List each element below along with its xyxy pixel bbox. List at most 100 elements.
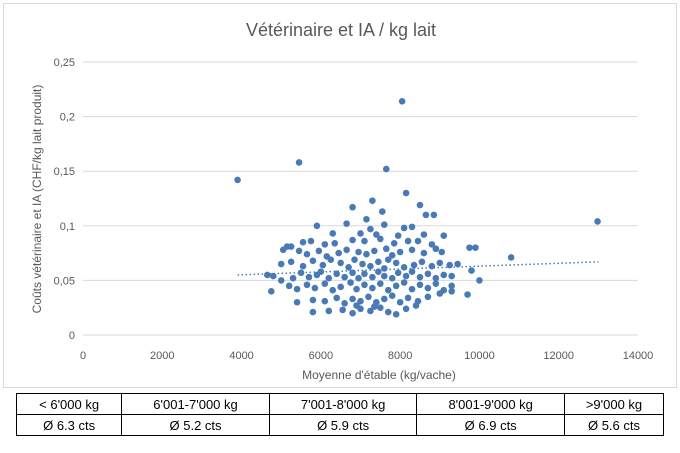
- data-point: [361, 281, 368, 289]
- x-tick-label: 12000: [543, 350, 574, 362]
- data-point: [293, 285, 301, 293]
- data-point: [331, 239, 339, 247]
- table-cell: 6'001-7'000 kg: [121, 393, 270, 415]
- data-point: [367, 225, 374, 233]
- data-point: [295, 247, 303, 255]
- data-point: [355, 274, 362, 282]
- chart-title: Vétérinaire et IA / kg lait: [246, 20, 436, 40]
- data-point: [313, 222, 321, 230]
- data-point: [408, 268, 416, 275]
- table-cell: Ø 5.2 cts: [121, 414, 270, 436]
- data-point: [380, 265, 388, 272]
- data-point: [337, 283, 344, 291]
- data-point: [390, 239, 398, 247]
- chart-frame: Vétérinaire et IA / kg lait 0 2000 4000 600…: [3, 3, 677, 388]
- data-point: [594, 218, 601, 225]
- data-point: [321, 280, 329, 287]
- data-point: [400, 279, 408, 286]
- data-point: [341, 300, 348, 307]
- table-cell: Ø 6.3 cts: [15, 414, 123, 436]
- data-point: [432, 280, 440, 287]
- data-point: [400, 263, 408, 271]
- data-point: [468, 267, 475, 274]
- data-point: [408, 223, 416, 231]
- table-cell: Ø 5.9 cts: [268, 414, 418, 436]
- data-point: [422, 211, 430, 219]
- data-point: [359, 260, 366, 268]
- data-point: [396, 248, 404, 256]
- data-point: [341, 273, 348, 281]
- data-point: [349, 295, 356, 303]
- data-point: [382, 245, 390, 253]
- data-point: [371, 247, 378, 255]
- data-point: [388, 292, 396, 299]
- data-point: [420, 249, 428, 257]
- data-point: [388, 274, 396, 282]
- data-point: [448, 272, 455, 280]
- data-point: [380, 272, 388, 280]
- data-point: [283, 243, 291, 250]
- x-tick-label: 2000: [150, 350, 174, 362]
- data-point: [454, 260, 461, 268]
- data-point: [377, 304, 384, 312]
- table-cell: 8'001-9'000 kg: [416, 393, 565, 415]
- data-point: [420, 231, 428, 238]
- y-tick-label: 0: [69, 330, 75, 342]
- table-cell: >9'000 kg: [563, 393, 665, 415]
- data-point: [321, 241, 329, 248]
- data-point: [357, 230, 364, 237]
- data-point: [349, 236, 356, 244]
- data-point: [438, 248, 446, 256]
- x-tick-label: 14000: [623, 350, 654, 362]
- data-point: [349, 203, 356, 211]
- data-point: [416, 201, 424, 209]
- data-point: [309, 308, 317, 316]
- data-point: [363, 250, 370, 258]
- data-point: [337, 259, 344, 267]
- data-point: [412, 302, 420, 309]
- data-point: [345, 263, 352, 271]
- data-point: [339, 306, 346, 314]
- data-point: [379, 208, 386, 215]
- data-point: [436, 259, 444, 267]
- x-tick-label: 10000: [464, 350, 495, 362]
- data-point: [335, 249, 342, 257]
- y-tick-label: 0,1: [60, 221, 75, 233]
- data-point: [311, 284, 319, 292]
- data-point: [353, 285, 360, 293]
- data-point: [414, 237, 422, 245]
- data-point: [367, 262, 374, 270]
- data-point: [329, 230, 337, 237]
- data-point: [472, 244, 479, 251]
- x-tick-label: 4000: [229, 350, 253, 362]
- data-point: [349, 269, 356, 277]
- data-point: [400, 224, 408, 232]
- data-point: [349, 309, 356, 317]
- table-cell: Ø 6.9 cts: [416, 414, 565, 436]
- data-point: [476, 277, 483, 284]
- data-point: [384, 308, 392, 316]
- data-point: [299, 238, 307, 246]
- data-point: [430, 211, 438, 219]
- data-point: [440, 232, 448, 239]
- data-point: [327, 256, 335, 263]
- data-point: [303, 281, 311, 289]
- data-point: [408, 246, 416, 254]
- data-point: [319, 261, 327, 269]
- data-point: [432, 245, 440, 253]
- table-cell: Ø 5.6 cts: [563, 414, 665, 436]
- data-point: [402, 189, 410, 197]
- data-point: [404, 237, 412, 245]
- summary-table: < 6'000 kg 6'001-7'000 kg 7'001-8'000 kg…: [15, 393, 665, 436]
- data-point: [293, 298, 301, 306]
- x-axis-title: Moyenne d'étable (kg/vache): [302, 368, 456, 382]
- data-point: [440, 271, 448, 279]
- trendline: [237, 261, 599, 276]
- data-point: [325, 307, 333, 315]
- data-point: [361, 237, 368, 245]
- data-point: [287, 258, 295, 266]
- y-tick-label: 0,05: [54, 275, 75, 287]
- table-cell: < 6'000 kg: [15, 393, 123, 415]
- data-point: [285, 282, 293, 290]
- data-point: [351, 256, 358, 263]
